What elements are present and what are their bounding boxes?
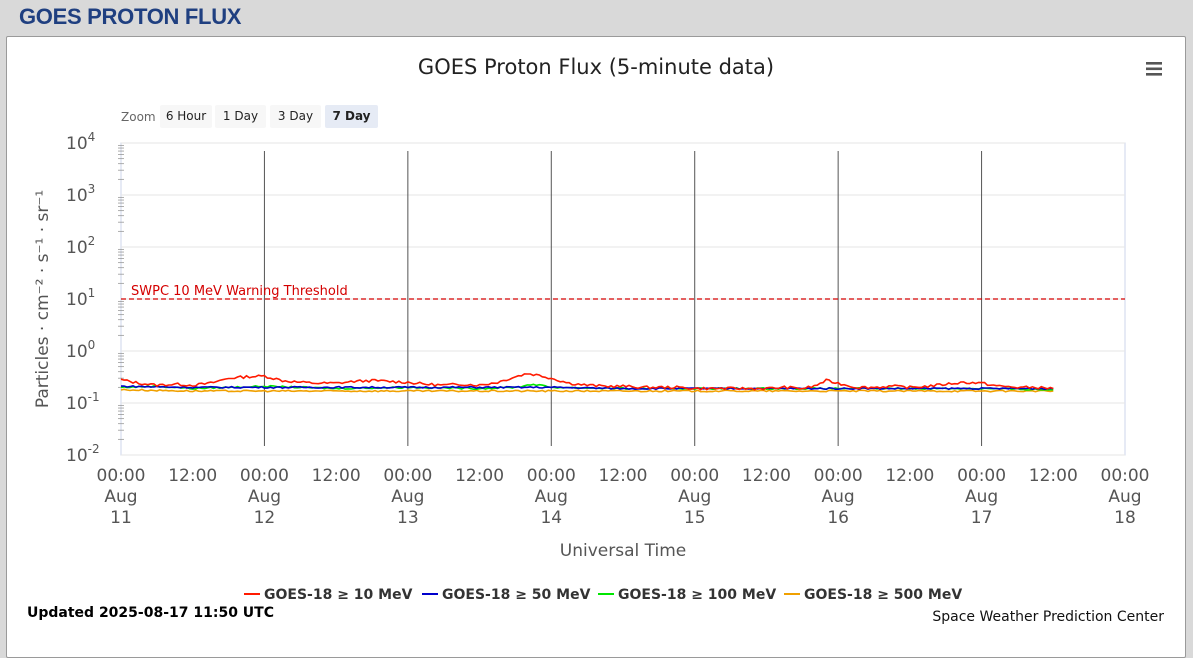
x-tick-label: Aug xyxy=(1108,487,1141,507)
series-line xyxy=(120,373,1054,391)
zoom-button-label: 1 Day xyxy=(223,109,258,123)
x-tick-label: Aug xyxy=(965,487,998,507)
legend-item[interactable]: GOES-18 ≥ 50 MeV xyxy=(422,587,591,603)
x-tick-label: 00:00 xyxy=(383,466,432,486)
zoom-button-6-hour[interactable]: 6 Hour xyxy=(160,105,212,128)
chart-title: GOES Proton Flux (5-minute data) xyxy=(418,55,774,79)
x-tick-label: 12:00 xyxy=(885,466,934,486)
x-tick-label: 00:00 xyxy=(97,466,146,486)
x-tick-label: 00:00 xyxy=(240,466,289,486)
threshold-label: SWPC 10 MeV Warning Threshold xyxy=(131,284,348,299)
x-tick-label: Aug xyxy=(391,487,424,507)
x-tick-label: 00:00 xyxy=(957,466,1006,486)
chart-panel xyxy=(6,36,1186,658)
x-tick-label: 00:00 xyxy=(814,466,863,486)
y-tick-label: 10-2 xyxy=(66,442,100,466)
x-axis-title: Universal Time xyxy=(560,541,686,561)
zoom-button-label: 3 Day xyxy=(278,109,313,123)
legend-label: GOES-18 ≥ 10 MeV xyxy=(264,587,413,603)
zoom-button-label: 7 Day xyxy=(332,109,370,123)
page-title: GOES PROTON FLUX xyxy=(19,4,242,29)
updated-text: Updated 2025-08-17 11:50 UTC xyxy=(27,605,274,621)
x-tick-label: Aug xyxy=(822,487,855,507)
x-tick-label: Aug xyxy=(535,487,568,507)
x-tick-label: 12:00 xyxy=(1029,466,1078,486)
legend-item[interactable]: GOES-18 ≥ 10 MeV xyxy=(244,587,413,603)
x-tick-label: 00:00 xyxy=(670,466,719,486)
series-line xyxy=(120,388,1054,393)
zoom-button-1-day[interactable]: 1 Day xyxy=(215,105,266,128)
x-tick-label: 15 xyxy=(684,508,706,528)
x-tick-label: 12:00 xyxy=(742,466,791,486)
legend-label: GOES-18 ≥ 50 MeV xyxy=(442,587,591,603)
legend-item[interactable]: GOES-18 ≥ 100 MeV xyxy=(598,587,776,603)
x-tick-label: 18 xyxy=(1114,508,1136,528)
x-tick-label: Aug xyxy=(248,487,281,507)
zoom-label: Zoom xyxy=(121,110,156,124)
x-tick-label: 13 xyxy=(397,508,419,528)
legend-item[interactable]: GOES-18 ≥ 500 MeV xyxy=(784,587,962,603)
x-tick-label: 00:00 xyxy=(527,466,576,486)
y-tick-label: 100 xyxy=(66,338,95,362)
zoom-button-label: 6 Hour xyxy=(166,109,206,123)
y-tick-label: 103 xyxy=(66,182,95,206)
y-tick-label: 102 xyxy=(66,234,95,258)
y-tick-label: 101 xyxy=(66,286,95,310)
x-tick-label: Aug xyxy=(104,487,137,507)
y-tick-label: 104 xyxy=(66,130,95,154)
x-tick-label: 16 xyxy=(827,508,849,528)
x-tick-label: 12:00 xyxy=(599,466,648,486)
x-tick-label: 00:00 xyxy=(1101,466,1150,486)
series-line xyxy=(120,384,1054,391)
y-axis-title: Particles · cm⁻² · s⁻¹ · sr⁻¹ xyxy=(33,190,53,408)
x-tick-label: 12:00 xyxy=(168,466,217,486)
zoom-button-7-day[interactable]: 7 Day xyxy=(325,105,378,128)
x-tick-label: 17 xyxy=(971,508,993,528)
legend-label: GOES-18 ≥ 500 MeV xyxy=(804,587,962,603)
x-tick-label: 12:00 xyxy=(312,466,361,486)
y-tick-label: 10-1 xyxy=(66,390,100,414)
x-tick-label: 12 xyxy=(254,508,276,528)
hamburger-menu-icon[interactable] xyxy=(1146,62,1162,76)
x-tick-label: 14 xyxy=(540,508,562,528)
x-tick-label: Aug xyxy=(678,487,711,507)
legend-label: GOES-18 ≥ 100 MeV xyxy=(618,587,776,603)
zoom-button-3-day[interactable]: 3 Day xyxy=(270,105,321,128)
credit-text: Space Weather Prediction Center xyxy=(932,609,1164,625)
x-tick-label: 11 xyxy=(110,508,132,528)
x-tick-label: 12:00 xyxy=(455,466,504,486)
